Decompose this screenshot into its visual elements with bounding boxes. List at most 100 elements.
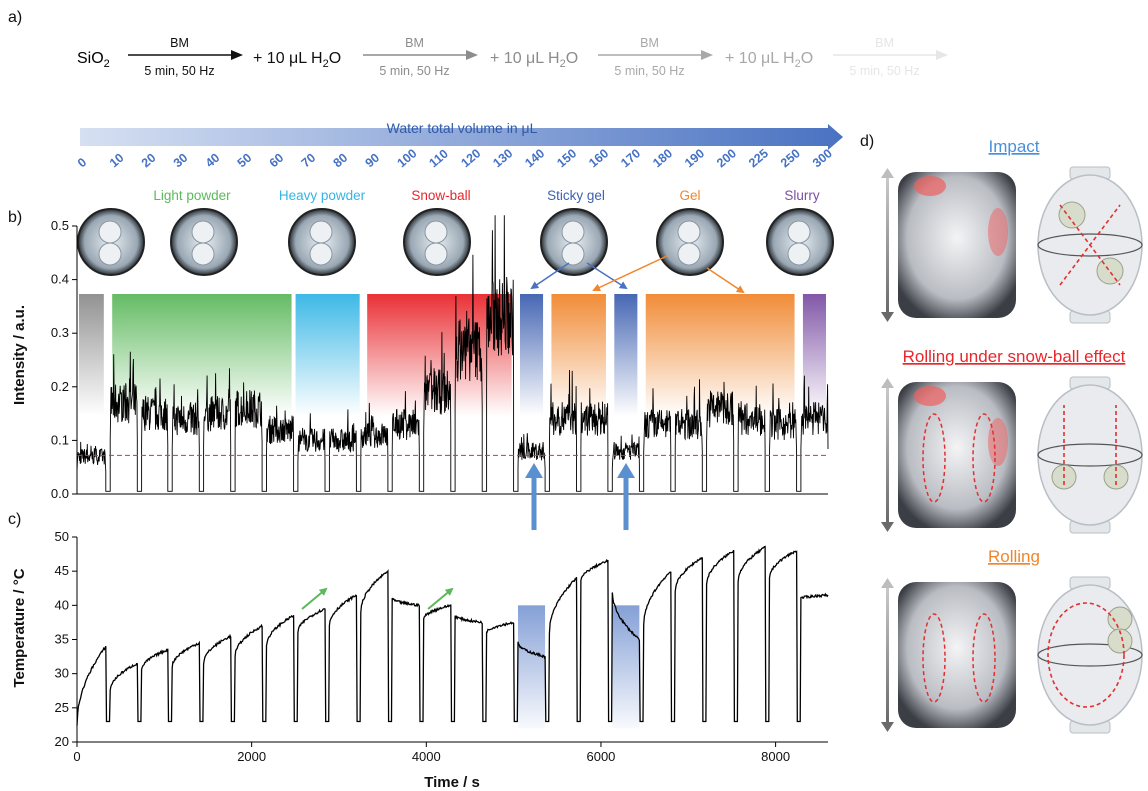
motion-axis-arrow-head (881, 522, 894, 532)
x-tick-label: 6000 (586, 749, 615, 764)
mode-title: Rolling under snow-ball effect (903, 347, 1126, 366)
milling-ball (424, 242, 448, 266)
connector-arrow (586, 262, 628, 290)
phase-label: Slurry (784, 188, 820, 203)
jar-equator (1037, 233, 1143, 257)
water-tick-label: 90 (363, 151, 383, 171)
milling-ball (191, 242, 215, 266)
water-tick-label: 0 (75, 155, 89, 170)
rolling-path (972, 413, 996, 503)
water-tick-label: 140 (522, 146, 547, 170)
jar-equator (1037, 643, 1143, 667)
milling-ball (677, 242, 701, 266)
milling-ball (191, 220, 215, 244)
panel-label-d: d) (860, 133, 874, 150)
milling-ball (1107, 628, 1133, 654)
jar-schematic (1037, 584, 1143, 726)
motion-axis-arrow-head (881, 722, 894, 732)
x-tick-label: 0 (73, 749, 80, 764)
mode-title: Impact (988, 137, 1039, 156)
y-tick-label: 30 (55, 666, 69, 681)
y-tick-label: 0.4 (51, 272, 69, 287)
milling-ball (1058, 201, 1086, 229)
water-tick-label: 250 (778, 146, 803, 170)
y-tick-label: 0.3 (51, 325, 69, 340)
jar-photo (898, 172, 1016, 318)
motion-axis-arrow (886, 584, 889, 728)
water-tick-label: 30 (171, 151, 191, 171)
y-tick-label: 0.1 (51, 432, 69, 447)
jar-photo (898, 582, 1016, 728)
step-label-top: BM (405, 36, 424, 50)
milling-ball (98, 220, 122, 244)
scheme-reactant: SiO2 (77, 50, 110, 70)
impact-path (1059, 204, 1121, 286)
jar-photo (898, 382, 1016, 528)
water-tick-label: 225 (746, 146, 771, 170)
trend-arrow (301, 587, 328, 610)
motion-axis-arrow (886, 384, 889, 528)
up-arrow-head (525, 463, 543, 478)
phase-label: Gel (679, 188, 700, 203)
sticky-gel-arrows (525, 463, 635, 530)
reaction-arrow-head (701, 50, 713, 60)
heat-spot (914, 386, 946, 406)
intensity-chart: 0.0 0.1 0.2 0.3 0.4 0.5 Intensity / a.u. (11, 215, 829, 501)
phase-region (79, 294, 104, 416)
milling-ball (787, 242, 811, 266)
phase-labels: Light powder Heavy powder Snow-ball Sticky … (153, 188, 820, 203)
y-tick-label: 20 (55, 734, 69, 749)
sticky-gel-highlight (517, 605, 546, 729)
intensity-series-line (76, 215, 829, 492)
water-tick-label: 70 (299, 151, 319, 171)
milling-ball (561, 220, 585, 244)
step-label-top: BM (875, 36, 894, 50)
rolling-path (1047, 602, 1125, 708)
phase-region (112, 294, 292, 416)
mode-title: Rolling (988, 547, 1040, 566)
milling-ball (787, 220, 811, 244)
phase-region (802, 294, 826, 416)
rolling-path (1063, 405, 1117, 485)
y-tick-label: 0.0 (51, 486, 69, 501)
step-label-top: BM (170, 36, 189, 50)
x-axis-title-time: Time / s (424, 774, 480, 791)
milling-ball (309, 220, 333, 244)
panel-label-a: a) (8, 9, 22, 26)
motion-axis-arrow-head (881, 578, 894, 588)
water-tick-label: 110 (426, 147, 450, 171)
trend-arrow (427, 587, 454, 610)
milling-ball (561, 242, 585, 266)
phase-label: Snow-ball (411, 188, 470, 203)
milling-ball (309, 242, 333, 266)
y-tick-label: 40 (55, 597, 69, 612)
water-addition: + 10 μL H2O (725, 50, 813, 70)
water-tick-label: 120 (458, 146, 483, 170)
y-tick-label: 50 (55, 529, 69, 544)
connector-arrow (706, 267, 745, 294)
y-axis-title-intensity: Intensity / a.u. (11, 305, 28, 405)
phase-label: Sticky gel (547, 188, 605, 203)
rolling-path (922, 413, 946, 503)
rolling-path (922, 613, 946, 703)
rolling-path (972, 613, 996, 703)
motion-axis-arrow-head (881, 168, 894, 178)
motion-axis-arrow-head (881, 378, 894, 388)
x-tick-label: 2000 (237, 749, 266, 764)
water-tick-label: 60 (267, 151, 287, 171)
heat-spot (988, 418, 1008, 466)
temperature-chart: 20 25 30 35 40 45 50 0 2000 4000 6000 8000 Temperat… (11, 529, 829, 791)
step-label-bottom: 5 min, 50 Hz (849, 64, 919, 78)
jar-schematic (1037, 384, 1143, 526)
water-tick-label: 200 (714, 146, 739, 170)
milling-ball (98, 242, 122, 266)
milling-ball (677, 220, 701, 244)
connector-arrow (530, 262, 570, 290)
milling-ball (424, 220, 448, 244)
water-tick-label: 130 (490, 146, 515, 170)
step-label-bottom: 5 min, 50 Hz (379, 64, 449, 78)
phase-region (519, 294, 544, 416)
reaction-arrow-head (936, 50, 948, 60)
water-addition: + 10 μL H2O (490, 50, 578, 70)
